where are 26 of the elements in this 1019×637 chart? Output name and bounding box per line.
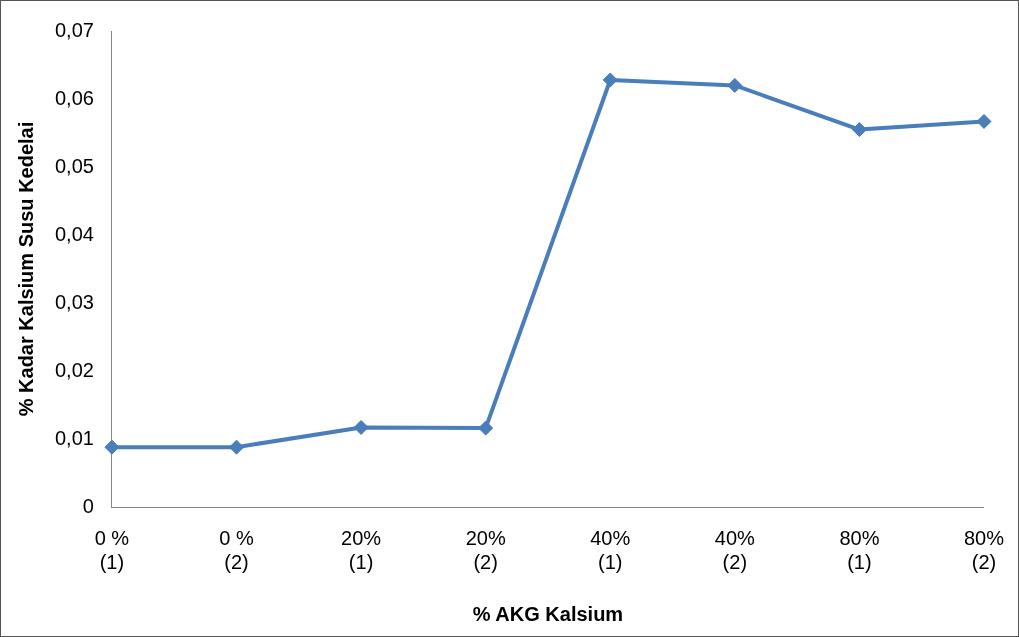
point (104, 439, 120, 455)
x-tick-label: 0 % (2) (219, 526, 254, 573)
point (478, 420, 494, 436)
point (229, 439, 245, 455)
y-tick-label: 0,05 (54, 154, 94, 177)
x-axis-title: % AKG Kalsium (472, 602, 624, 625)
x-tick-label: 0 % (1) (94, 526, 130, 573)
x-tick-label: 80% (1) (839, 526, 880, 573)
y-tick-label: 0 (82, 494, 94, 517)
point (727, 77, 743, 93)
y-tick-label: 0,07 (54, 18, 94, 41)
x-tick-label: 20% (2) (465, 526, 506, 573)
y-tick-label: 0,02 (54, 358, 94, 381)
x-tick-label: 40% (2) (714, 526, 756, 573)
point (353, 419, 369, 435)
y-tick-label: 0,01 (54, 426, 94, 449)
x-tick-label: 40% (1) (590, 526, 631, 573)
y-tick-label: 0,03 (54, 290, 94, 313)
point (851, 122, 867, 138)
y-tick-label: 0,06 (54, 86, 94, 109)
point (976, 113, 992, 129)
x-tick-label: 80% (2) (963, 526, 1005, 573)
x-tick-label: 20% (1) (341, 526, 382, 573)
y-axis-title: % Kadar Kalsium Susu Kedelai (14, 121, 37, 417)
point (602, 72, 618, 88)
y-tick-label: 0,04 (54, 222, 94, 245)
